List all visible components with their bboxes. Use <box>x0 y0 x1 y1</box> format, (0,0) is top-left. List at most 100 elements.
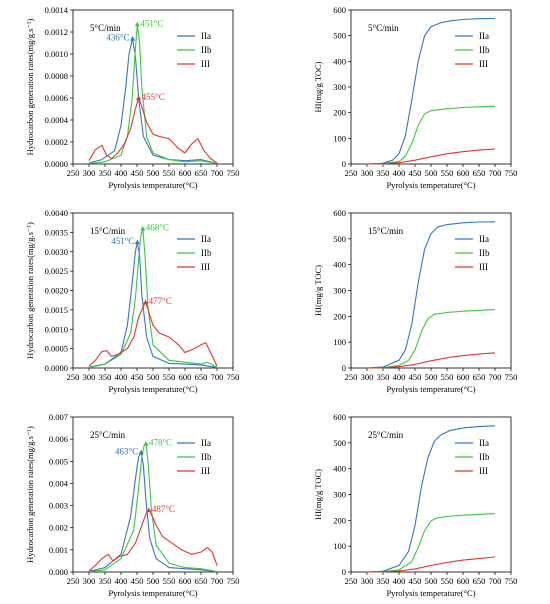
y-tick-label: 500 <box>333 234 346 244</box>
x-tick-label: 750 <box>227 372 240 382</box>
y-tick-label: 0.0004 <box>45 115 69 125</box>
x-axis-label: Pyrolysis temperature(°C) <box>386 180 475 190</box>
x-tick-label: 300 <box>83 372 96 382</box>
x-tick-label: 550 <box>163 576 176 586</box>
x-tick-label: 350 <box>377 168 390 178</box>
legend-label-IIa: IIa <box>479 438 489 448</box>
x-tick-label: 300 <box>83 168 96 178</box>
x-tick-label: 350 <box>99 576 112 586</box>
x-tick-label: 450 <box>131 576 144 586</box>
peak-marker <box>138 449 144 455</box>
y-tick-label: 0 <box>342 363 346 373</box>
x-tick-label: 600 <box>457 168 470 178</box>
chart-panel-2: 250 300 350 400 450 500 550 600 650 700 7500100200… <box>313 5 517 190</box>
y-tick-label: 0.0015 <box>45 305 68 315</box>
heating-rate-label: 15°C/min <box>368 226 404 236</box>
peak-marker <box>143 441 149 446</box>
series-line-IIb <box>366 309 496 369</box>
series-line-IIa <box>366 425 496 573</box>
y-tick-label: 0.0000 <box>45 363 68 373</box>
x-tick-label: 450 <box>409 372 422 382</box>
y-axis-label: HI(mg/g TOC) <box>313 469 323 520</box>
x-tick-label: 450 <box>131 372 144 382</box>
x-axis-label: Pyrolysis temperature(°C) <box>386 588 475 598</box>
y-axis-label: Hydrocarbon generation rates(mg/g.s⁻¹) <box>25 19 35 156</box>
legend-label-IIb: IIb <box>479 452 490 462</box>
peak-label: 478°C <box>149 438 172 448</box>
x-tick-label: 600 <box>457 372 470 382</box>
y-tick-label: 0.0035 <box>45 227 68 237</box>
y-tick-label: 0.001 <box>49 545 68 555</box>
series-line-III <box>88 301 218 367</box>
peak-label: 463°C <box>115 446 138 456</box>
x-tick-label: 300 <box>361 576 374 586</box>
legend-label-III: III <box>201 466 210 476</box>
x-tick-label: 500 <box>425 576 438 586</box>
series-line-IIb <box>88 227 218 369</box>
peak-marker <box>146 507 152 512</box>
heating-rate-label: 15°C/min <box>90 226 126 236</box>
x-tick-label: 500 <box>147 372 160 382</box>
x-tick-label: 600 <box>179 168 192 178</box>
x-tick-label: 600 <box>179 372 192 382</box>
x-tick-label: 650 <box>473 372 486 382</box>
y-tick-label: 0.0025 <box>45 266 68 276</box>
legend-label-IIb: IIb <box>201 452 212 462</box>
chart-panel-3: 250 300 350 400 450 500 550 600 650 700 750 0.0000 0… <box>25 208 239 394</box>
y-tick-label: 0.0010 <box>45 324 68 334</box>
series-line-III <box>366 556 496 573</box>
peak-label: 455°C <box>142 92 165 102</box>
y-tick-label: 400 <box>333 260 346 270</box>
y-tick-label: 300 <box>333 490 346 500</box>
x-tick-label: 400 <box>393 168 406 178</box>
y-tick-label: 100 <box>333 133 346 143</box>
heating-rate-label: 25°C/min <box>368 430 404 440</box>
x-tick-label: 650 <box>473 576 486 586</box>
x-tick-label: 700 <box>211 576 224 586</box>
series-line-IIb <box>88 23 218 164</box>
x-axis-label: Pyrolysis temperature(°C) <box>108 180 197 190</box>
y-tick-label: 600 <box>333 5 346 15</box>
legend-label-IIb: IIb <box>479 45 490 55</box>
x-tick-label: 750 <box>227 168 240 178</box>
y-tick-label: 200 <box>333 515 346 525</box>
x-tick-label: 500 <box>147 576 160 586</box>
x-tick-label: 350 <box>99 168 112 178</box>
peak-marker <box>134 21 140 27</box>
peak-marker <box>143 299 149 305</box>
legend-label-III: III <box>201 59 210 69</box>
y-tick-label: 600 <box>333 208 346 218</box>
x-tick-label: 700 <box>489 168 502 178</box>
x-tick-label: 550 <box>441 576 454 586</box>
chart-panel-1: 250 300 350 400 450 500 550 600 650 700 750 0.0000 0… <box>25 5 239 190</box>
legend-label-III: III <box>479 59 488 69</box>
x-tick-label: 700 <box>489 372 502 382</box>
legend-label-IIb: IIb <box>201 45 212 55</box>
y-axis-label: HI(mg/g TOC) <box>313 61 323 112</box>
legend-label-IIa: IIa <box>201 438 211 448</box>
x-tick-label: 650 <box>195 372 208 382</box>
peak-marker <box>136 95 142 100</box>
peak-label: 436°C <box>106 33 129 43</box>
x-tick-label: 400 <box>115 168 128 178</box>
x-tick-label: 350 <box>377 372 390 382</box>
y-tick-label: 0.0010 <box>45 49 68 59</box>
x-tick-label: 450 <box>409 576 422 586</box>
y-tick-label: 600 <box>333 412 346 422</box>
x-tick-label: 700 <box>211 372 224 382</box>
y-tick-label: 0.0040 <box>45 208 68 218</box>
y-tick-label: 100 <box>333 541 346 551</box>
y-tick-label: 200 <box>333 108 346 118</box>
y-tick-label: 0 <box>342 159 346 169</box>
x-axis-label: Pyrolysis temperature(°C) <box>108 384 197 394</box>
y-tick-label: 300 <box>333 286 346 296</box>
heating-rate-label: 5°C/min <box>368 23 399 33</box>
x-tick-label: 350 <box>99 372 112 382</box>
series-line-IIb <box>366 513 496 573</box>
y-tick-label: 400 <box>333 464 346 474</box>
y-tick-label: 0.0020 <box>45 286 68 296</box>
y-tick-label: 0.005 <box>49 456 68 466</box>
y-tick-label: 100 <box>333 337 346 347</box>
y-tick-label: 400 <box>333 56 346 66</box>
x-tick-label: 600 <box>179 576 192 586</box>
